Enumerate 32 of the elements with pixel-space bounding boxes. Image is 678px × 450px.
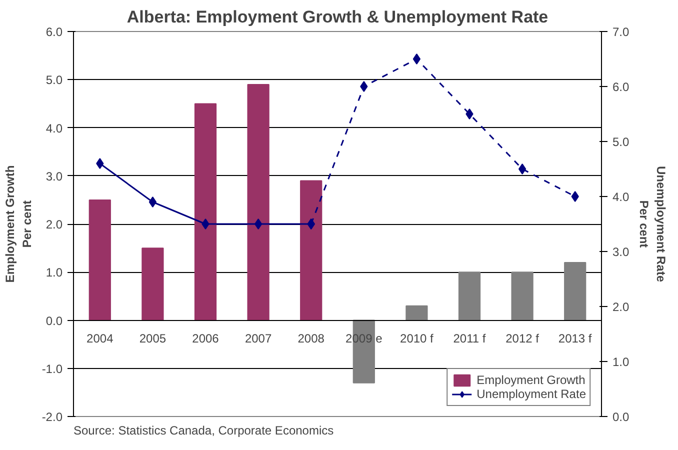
x-tick-label: 2006 — [192, 331, 220, 346]
x-tick-label: 2004 — [86, 331, 114, 346]
y-tick-label: 3.0 — [46, 169, 63, 184]
y-tick-label: -2.0 — [42, 410, 63, 424]
y2-tick-label: 1.0 — [612, 355, 630, 369]
y-tick-label: -1.0 — [42, 362, 63, 376]
y-axis-title: Employment Growth Per cent — [3, 165, 34, 283]
x-tick-label: 2012 f — [506, 331, 540, 346]
x-tick-label: 2013 f — [558, 331, 592, 346]
y2-tick-label: 2.0 — [612, 300, 630, 314]
y2-axis-title: Unemployment Rate Per cent — [637, 166, 668, 282]
y-tick-label: 6.0 — [46, 25, 63, 39]
y2-tick-label: 3.0 — [612, 245, 630, 259]
x-tick-label: 2011 f — [453, 331, 486, 346]
x-tick-label: 2008 — [298, 331, 325, 346]
y-tick-label: 1.0 — [46, 266, 63, 280]
y2-tick-label: 0.0 — [612, 410, 630, 424]
x-tick-label: 2010 f — [400, 331, 434, 346]
y-tick-label: 5.0 — [46, 73, 63, 88]
y2-tick-label: 5.0 — [612, 135, 630, 149]
chart-title: Alberta: Employment Growth & Unemployment Rate — [126, 8, 548, 26]
x-tick-label: 2005 — [139, 331, 166, 346]
x-tick-label: 2007 — [244, 331, 272, 346]
y-tick-label: 2.0 — [46, 218, 63, 232]
y2-tick-label: 7.0 — [612, 25, 630, 39]
y-tick-label: 0.0 — [46, 314, 63, 328]
source-note: Source: Statistics Canada, Corporate Economics — [74, 424, 334, 438]
legend-label: Employment Growth — [476, 373, 586, 387]
y2-tick-label: 4.0 — [612, 190, 630, 204]
y2-tick-label: 6.0 — [612, 80, 630, 94]
legend-label: Unemployment Rate — [476, 387, 586, 401]
y-tick-label: 4.0 — [46, 121, 63, 136]
